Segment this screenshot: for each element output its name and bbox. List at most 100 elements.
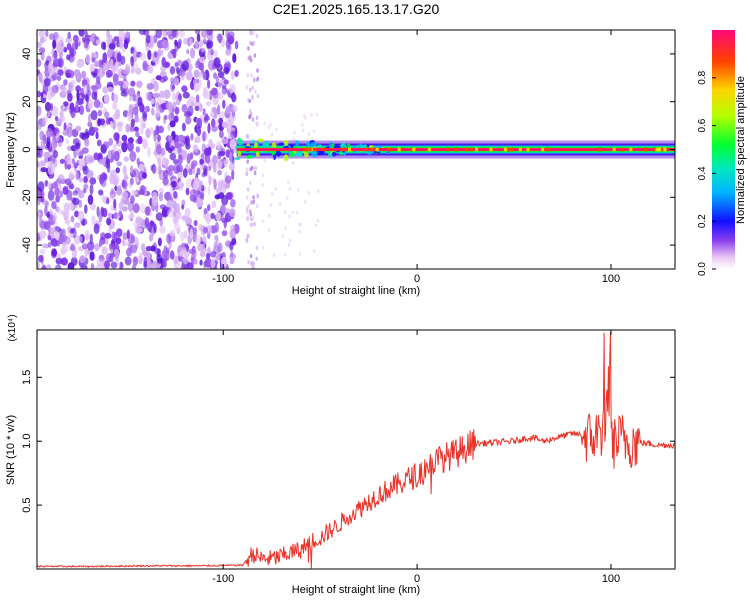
noise-cell xyxy=(207,122,211,134)
noise-cell xyxy=(104,232,112,239)
noise-cell xyxy=(188,37,193,46)
noise-cell xyxy=(140,124,144,136)
noise-cell xyxy=(64,244,69,253)
noise-cell xyxy=(251,94,254,100)
noise-cell xyxy=(111,231,116,242)
noise-cell xyxy=(105,69,113,78)
noise-cell xyxy=(217,79,223,90)
noise-cell xyxy=(52,39,57,50)
noise-cell xyxy=(218,111,225,120)
noise-cell xyxy=(248,108,252,114)
noise-cell xyxy=(261,173,265,178)
noise-cell xyxy=(250,222,253,228)
signal-peak xyxy=(313,147,317,152)
noise-cell xyxy=(160,127,164,133)
noise-cell xyxy=(169,152,177,161)
noise-cell xyxy=(69,49,77,57)
noise-cell xyxy=(103,61,107,72)
signal-peak xyxy=(518,147,522,152)
noise-cell xyxy=(204,257,212,268)
noise-cell xyxy=(229,36,234,45)
noise-cell xyxy=(111,213,115,219)
noise-cell xyxy=(186,99,191,108)
noise-cell xyxy=(255,115,259,121)
noise-cell xyxy=(173,159,180,165)
noise-cell xyxy=(83,175,88,184)
noise-cell xyxy=(109,252,115,258)
noise-cell xyxy=(97,67,105,79)
noise-cell xyxy=(67,202,74,211)
noise-cell xyxy=(65,72,72,79)
noise-cell xyxy=(37,198,41,206)
noise-cell xyxy=(194,105,200,111)
noise-cell xyxy=(153,223,157,234)
noise-cell xyxy=(298,229,301,234)
signal-lobe xyxy=(330,143,334,149)
noise-cell xyxy=(232,53,237,63)
noise-cell xyxy=(44,101,51,112)
noise-cell xyxy=(65,154,71,166)
noise-cell xyxy=(279,202,282,206)
noise-cell xyxy=(37,105,42,116)
noise-cell xyxy=(168,112,175,122)
noise-cell xyxy=(74,39,79,50)
noise-cell xyxy=(189,228,194,239)
noise-cell xyxy=(230,251,234,258)
signal-peak xyxy=(541,147,545,152)
noise-cell xyxy=(123,241,130,247)
signal-peak xyxy=(598,147,602,152)
noise-cell xyxy=(125,123,130,133)
noise-cell xyxy=(126,229,130,240)
noise-cell xyxy=(37,123,42,131)
noise-cell xyxy=(295,210,299,215)
noise-cell xyxy=(128,87,136,97)
noise-cell xyxy=(72,248,78,260)
noise-cell xyxy=(147,222,152,232)
noise-cell xyxy=(109,120,114,129)
noise-cell xyxy=(192,79,196,85)
noise-cell xyxy=(248,98,251,104)
noise-cell xyxy=(211,125,218,132)
signal-peak xyxy=(446,147,450,152)
noise-cell xyxy=(202,235,207,246)
noise-cell xyxy=(73,162,79,169)
noise-cell xyxy=(66,163,71,170)
noise-cell xyxy=(58,117,63,124)
noise-cell xyxy=(97,109,103,117)
noise-cell xyxy=(227,122,231,128)
noise-cell xyxy=(135,131,140,138)
noise-cell xyxy=(89,251,95,261)
noise-cell xyxy=(104,111,110,119)
noise-cell xyxy=(135,146,140,153)
x-tick-label: -100 xyxy=(212,273,234,285)
noise-cell xyxy=(158,192,163,202)
noise-cell xyxy=(301,128,305,133)
noise-cell xyxy=(57,209,64,215)
signal-lobe xyxy=(283,139,289,147)
noise-cell xyxy=(72,190,79,196)
noise-cell xyxy=(37,41,42,48)
noise-cell xyxy=(225,149,231,158)
noise-cell xyxy=(54,264,62,269)
noise-cell xyxy=(145,34,152,43)
noise-cell xyxy=(98,158,105,165)
noise-cell xyxy=(247,260,250,265)
noise-cell xyxy=(196,198,204,208)
noise-cell xyxy=(150,35,154,43)
noise-cell xyxy=(46,264,52,269)
signal-peak xyxy=(303,147,306,152)
noise-cell xyxy=(124,31,130,39)
noise-cell xyxy=(113,132,120,141)
noise-cell xyxy=(166,233,172,244)
noise-cell xyxy=(178,38,182,46)
signal-lobe xyxy=(339,151,343,155)
snr-frame xyxy=(36,329,676,570)
noise-cell xyxy=(307,190,310,195)
noise-cell xyxy=(102,141,110,150)
noise-cell xyxy=(220,204,226,216)
signal-lobe xyxy=(237,137,241,143)
signal-peak xyxy=(387,147,391,152)
noise-cell xyxy=(245,167,249,172)
noise-cell xyxy=(47,189,55,201)
noise-cell xyxy=(121,179,128,190)
